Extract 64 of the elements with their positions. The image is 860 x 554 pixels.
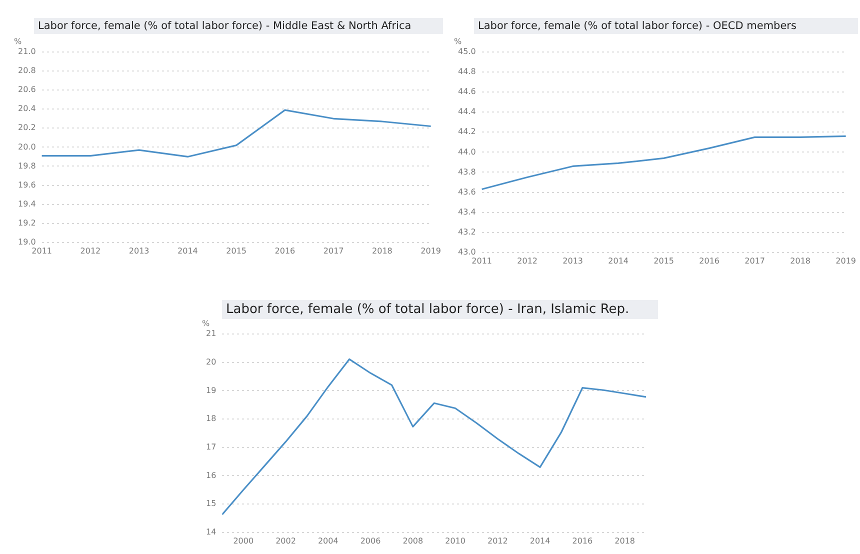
y-tick-label: 19 (206, 386, 216, 395)
y-tick-label: 19.0 (18, 237, 36, 246)
x-tick-label: 2011 (32, 246, 52, 256)
chart-title: Labor force, female (% of total labor force) - Middle East & North Africa (34, 18, 443, 34)
y-axis-title: % (14, 37, 22, 46)
y-tick-label: 19.2 (18, 218, 36, 228)
x-tick-label: 2015 (654, 256, 674, 266)
x-tick-label: 2012 (517, 256, 538, 266)
y-tick-label: 43.6 (458, 187, 476, 196)
y-tick-label: 21.0 (18, 47, 36, 56)
x-tick-label: 2013 (128, 246, 150, 256)
y-tick-label: 20.4 (18, 104, 36, 114)
x-tick-label: 2019 (836, 256, 856, 266)
y-tick-label: 19.4 (18, 199, 36, 208)
x-tick-label: 2008 (402, 536, 424, 546)
chart-title: Labor force, female (% of total labor force) - OECD members (474, 18, 858, 34)
x-tick-label: 2013 (562, 256, 583, 266)
y-tick-label: 19.6 (18, 180, 36, 190)
y-tick-label: 17 (206, 442, 216, 452)
y-tick-label: 43.0 (458, 247, 476, 256)
y-tick-label: 14 (206, 527, 216, 536)
x-tick-label: 2016 (274, 246, 296, 256)
y-tick-label: 44.4 (458, 107, 476, 116)
y-tick-label: 16 (206, 470, 216, 480)
x-tick-label: 2012 (80, 246, 101, 256)
y-tick-label: 43.8 (458, 167, 476, 176)
x-tick-label: 2018 (790, 256, 810, 266)
x-tick-label: 2012 (487, 536, 508, 546)
y-tick-label: 44.8 (458, 67, 476, 76)
x-tick-label: 2017 (744, 256, 765, 266)
x-tick-label: 2014 (530, 536, 550, 546)
y-tick-label: 20 (206, 357, 216, 366)
y-tick-label: 20.2 (18, 123, 36, 132)
y-tick-label: 15 (206, 499, 216, 508)
x-tick-label: 2006 (360, 536, 381, 546)
y-tick-label: 20.6 (18, 85, 36, 94)
y-tick-label: 43.2 (458, 227, 476, 236)
x-tick-label: 2018 (614, 536, 635, 546)
x-tick-label: 2011 (472, 256, 492, 266)
y-axis-title: % (454, 37, 462, 46)
y-tick-label: 45.0 (458, 47, 476, 56)
x-tick-label: 2014 (178, 246, 198, 256)
y-tick-label: 44.6 (458, 87, 476, 96)
x-tick-label: 2014 (608, 256, 628, 266)
x-tick-label: 2010 (445, 536, 466, 546)
x-tick-label: 2000 (233, 536, 254, 546)
y-tick-label: 21 (206, 329, 216, 338)
y-tick-label: 19.8 (18, 161, 36, 170)
y-tick-label: 44.0 (458, 147, 476, 156)
y-tick-label: 18 (206, 414, 216, 424)
x-tick-label: 2015 (226, 246, 246, 256)
y-axis-title: % (202, 319, 210, 328)
x-tick-label: 2016 (699, 256, 720, 266)
chart-title: Labor force, female (% of total labor force) - Iran, Islamic Rep. (222, 300, 658, 319)
x-tick-label: 2016 (572, 536, 593, 546)
y-tick-label: 20.8 (18, 66, 36, 76)
x-tick-label: 2018 (372, 246, 392, 256)
x-tick-label: 2019 (420, 246, 441, 256)
y-tick-label: 43.4 (458, 207, 476, 216)
x-tick-label: 2002 (276, 536, 296, 546)
x-tick-label: 2004 (318, 536, 338, 546)
y-tick-label: 44.2 (458, 127, 476, 136)
x-tick-label: 2017 (323, 246, 344, 256)
y-tick-label: 20.0 (18, 142, 36, 152)
